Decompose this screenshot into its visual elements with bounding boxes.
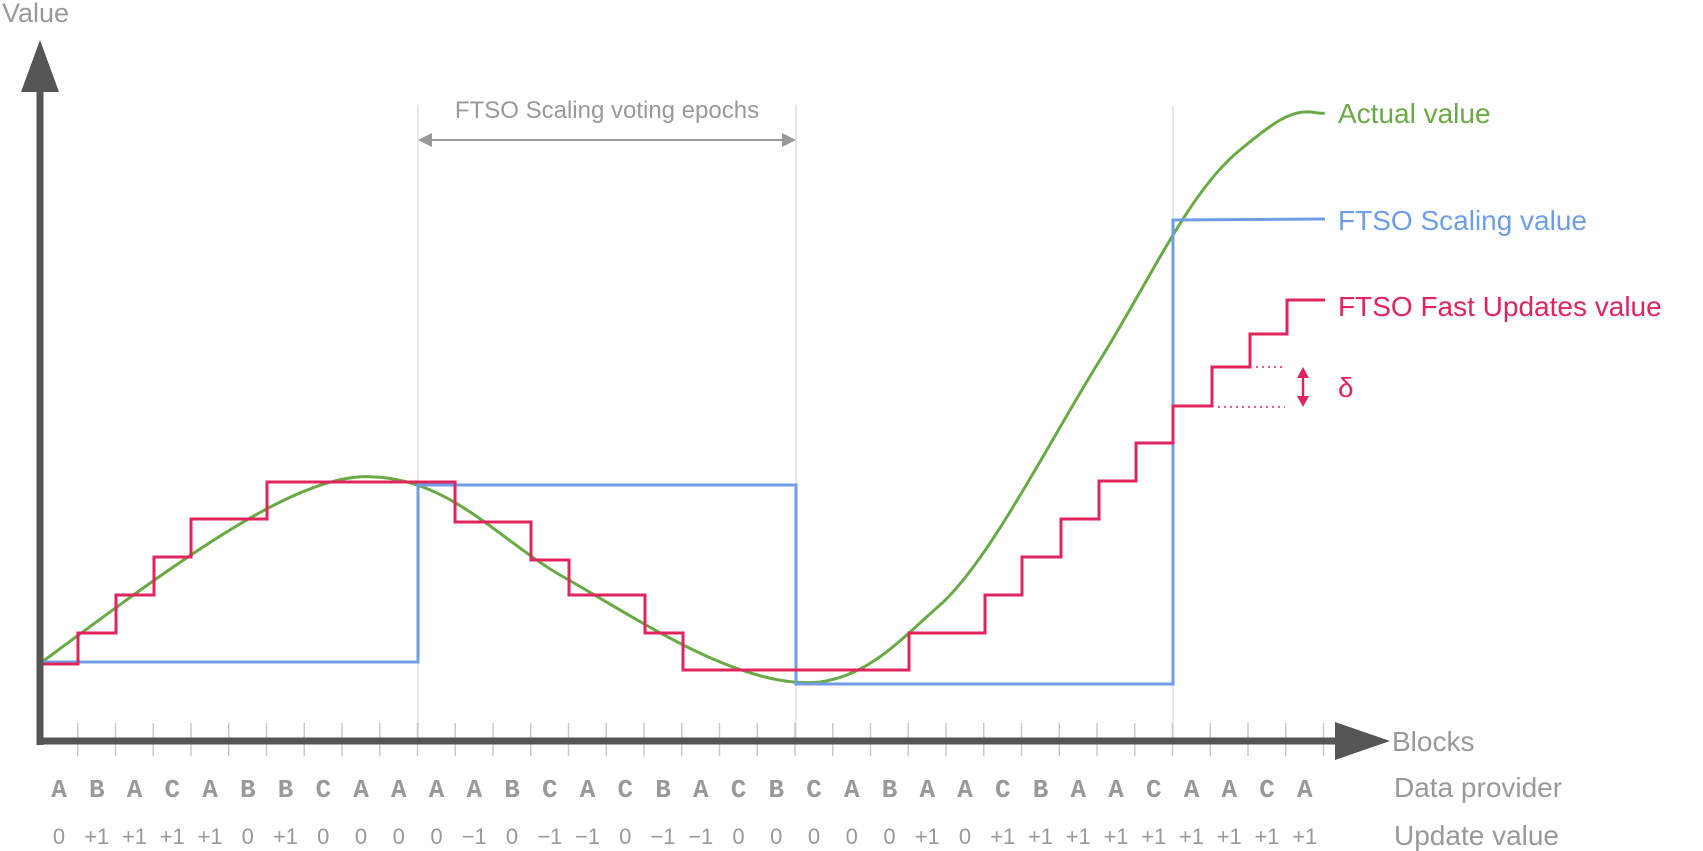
provider-letter: B: [240, 775, 256, 805]
provider-letter: A: [1297, 775, 1313, 805]
update-value: 0: [53, 824, 65, 849]
provider-letter: A: [693, 775, 709, 805]
y-axis-arrow: [21, 40, 59, 92]
update-value: 0: [846, 824, 858, 849]
update-value: +1: [273, 824, 298, 849]
update-value: +1: [1254, 824, 1279, 849]
epoch-span-arrow: [418, 133, 796, 147]
provider-letter: A: [51, 775, 67, 805]
provider-letter: C: [164, 775, 180, 805]
delta-arrow-head-down: [1297, 396, 1309, 407]
update-value: 0: [317, 824, 329, 849]
delta-arrow-head-up: [1297, 367, 1309, 378]
update-value: 0: [770, 824, 782, 849]
provider-letter: A: [1070, 775, 1086, 805]
update-value: −1: [462, 824, 487, 849]
update-value: 0: [959, 824, 971, 849]
provider-letter: A: [1221, 775, 1237, 805]
update-value-row-label: Update value: [1394, 820, 1559, 851]
fast-updates-value-line: [42, 298, 1325, 672]
update-value: −1: [575, 824, 600, 849]
update-value: +1: [915, 824, 940, 849]
provider-letter: B: [504, 775, 520, 805]
update-value: +1: [1103, 824, 1128, 849]
update-value: +1: [84, 824, 109, 849]
provider-letter: B: [89, 775, 105, 805]
update-value: +1: [990, 824, 1015, 849]
provider-letter: C: [1146, 775, 1162, 805]
provider-letter: A: [353, 775, 369, 805]
update-value: +1: [1066, 824, 1091, 849]
actual-value-line: [41, 110, 1326, 685]
update-value: +1: [1217, 824, 1242, 849]
provider-letter: C: [806, 775, 822, 805]
provider-letter: C: [731, 775, 747, 805]
update-value: 0: [619, 824, 631, 849]
provider-letter: A: [391, 775, 407, 805]
provider-letter: C: [542, 775, 558, 805]
provider-letter: A: [580, 775, 596, 805]
legend-fast-label: FTSO Fast Updates value: [1338, 291, 1662, 322]
update-value: 0: [808, 824, 820, 849]
scaling-value-line: [42, 217, 1326, 686]
legend-actual-label: Actual value: [1338, 98, 1491, 129]
update-value: +1: [1141, 824, 1166, 849]
provider-letter: C: [617, 775, 633, 805]
update-value: 0: [506, 824, 518, 849]
update-value: −1: [650, 824, 675, 849]
delta-marker: δ: [1218, 366, 1354, 408]
provider-letter: A: [957, 775, 973, 805]
provider-letter: A: [202, 775, 218, 805]
provider-letter: A: [127, 775, 143, 805]
provider-letter: B: [278, 775, 294, 805]
delta-label: δ: [1338, 372, 1354, 403]
update-value: +1: [122, 824, 147, 849]
legend-scaling-label: FTSO Scaling value: [1338, 205, 1587, 236]
update-value: +1: [197, 824, 222, 849]
epoch-label: FTSO Scaling voting epochs: [455, 97, 759, 124]
update-value: 0: [355, 824, 367, 849]
update-value: 0: [430, 824, 442, 849]
update-value: 0: [242, 824, 254, 849]
provider-letter: A: [466, 775, 482, 805]
update-value: +1: [1028, 824, 1053, 849]
update-value: +1: [160, 824, 185, 849]
provider-letter: B: [1033, 775, 1049, 805]
x-axis-label: Blocks: [1392, 726, 1474, 757]
update-value-row: 0 +1 +1 +1 +1 0 +1 0 0 0 0 −1 0 −1 −1 0 −1 −1 0 0 0 0 0 +1 0 +1 +1…: [53, 824, 1317, 849]
provider-letter: C: [1259, 775, 1275, 805]
provider-letter: B: [882, 775, 898, 805]
y-axis: [21, 40, 59, 745]
provider-letter: B: [768, 775, 784, 805]
update-value: 0: [732, 824, 744, 849]
provider-letter: A: [1184, 775, 1200, 805]
update-value: −1: [537, 824, 562, 849]
update-value: −1: [688, 824, 713, 849]
y-axis-label: Value: [2, 0, 69, 28]
provider-letter: C: [315, 775, 331, 805]
provider-letter: A: [919, 775, 935, 805]
update-value: +1: [1179, 824, 1204, 849]
x-axis-arrow: [1335, 722, 1390, 760]
x-axis: [37, 722, 1390, 760]
provider-letter: C: [995, 775, 1011, 805]
update-value: +1: [1292, 824, 1317, 849]
provider-letter: B: [655, 775, 671, 805]
provider-letter: A: [429, 775, 445, 805]
provider-letter: A: [1108, 775, 1124, 805]
update-value: 0: [883, 824, 895, 849]
update-value: 0: [393, 824, 405, 849]
data-provider-row-label: Data provider: [1394, 772, 1562, 803]
provider-letter: A: [844, 775, 860, 805]
